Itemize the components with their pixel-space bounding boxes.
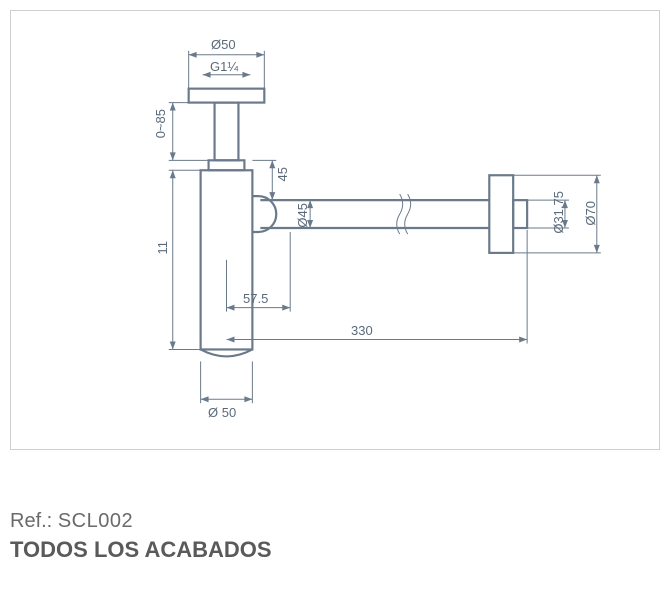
ref-label: Ref.: [10, 510, 52, 532]
dim-top-flange: Ø50 [211, 37, 236, 52]
ref-value: SCL002 [58, 510, 133, 532]
dim-wall-pipe: Ø31.75 [551, 191, 566, 234]
dim-body-h: 11 [155, 241, 170, 255]
dim-outlet-drop: 45 [275, 167, 290, 181]
dim-outlet-d: Ø45 [295, 203, 310, 228]
dim-thread: G1¼ [210, 59, 238, 74]
product-caption: Ref.: SCL002 TODOS LOS ACABADOS [10, 510, 272, 563]
dim-length: 330 [351, 323, 373, 338]
figure-frame: Ø50 G1¼ 0~85 11 Ø 50 45 Ø45 57.5 330 Ø31… [10, 10, 660, 450]
dim-adjust: 0~85 [153, 109, 168, 138]
dim-wall-flange: Ø70 [583, 201, 598, 226]
dim-bottom: Ø 50 [208, 405, 236, 420]
finishes-text: TODOS LOS ACABADOS [10, 537, 272, 563]
dim-offset: 57.5 [243, 291, 268, 306]
